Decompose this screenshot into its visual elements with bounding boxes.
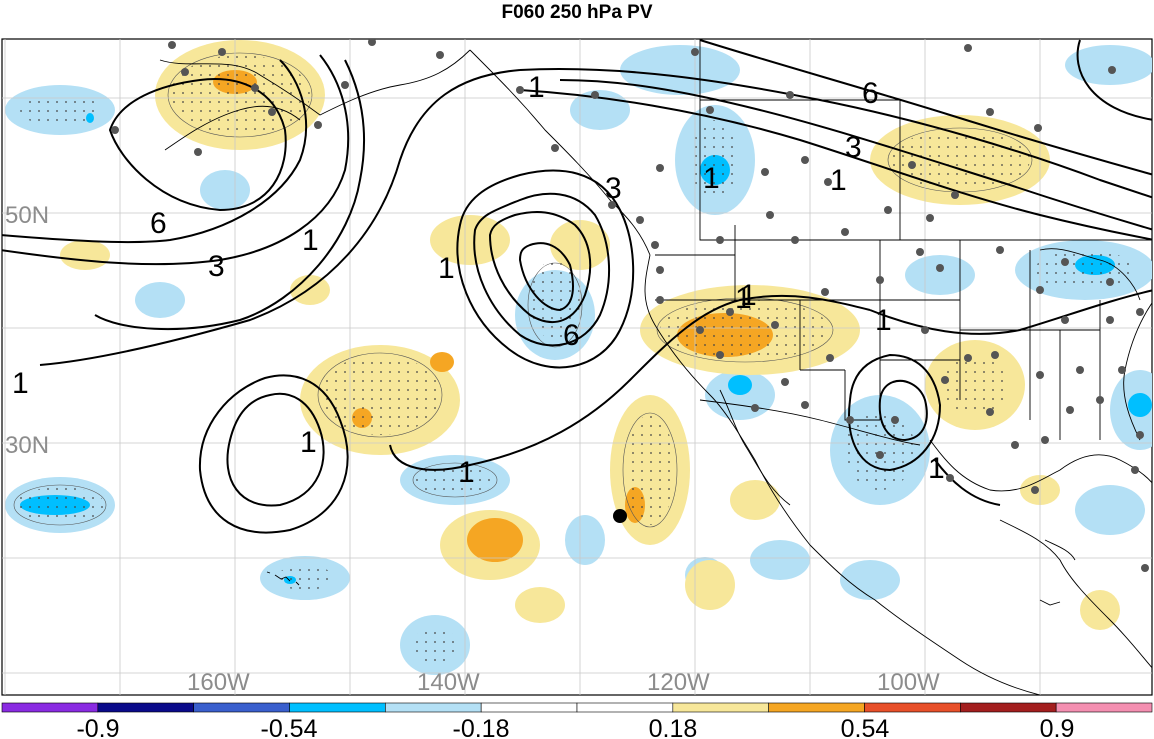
- contour-label: 6: [563, 319, 580, 352]
- contour-label: 1: [300, 426, 317, 459]
- colorbar-label: 0.9: [1040, 715, 1075, 739]
- colorbar-swatch: [864, 702, 961, 713]
- colorbar-label: -0.54: [261, 715, 318, 739]
- lat-label-50n: 50N: [5, 202, 49, 229]
- shade-orange: [430, 352, 454, 372]
- shade-light-blue: [565, 515, 605, 565]
- shade-light-blue: [840, 560, 900, 600]
- shade-light-blue: [1065, 45, 1152, 85]
- contour-label: 1: [458, 456, 475, 489]
- shade-yellow: [430, 215, 510, 265]
- contour-label: 3: [605, 172, 622, 205]
- contour-label: 1: [12, 367, 29, 400]
- shade-light-blue: [200, 170, 250, 210]
- station-markers: [111, 39, 1149, 572]
- contour-label: 3: [208, 250, 225, 283]
- contour-label: 1: [735, 282, 752, 315]
- lat-label-30n: 30N: [5, 432, 49, 459]
- shade-yellow: [290, 275, 330, 305]
- colorbar-label: -0.18: [453, 715, 510, 739]
- contour-label: 1: [740, 279, 757, 312]
- colorbar-labels: -0.9 -0.54 -0.18 0.18 0.54 0.9: [76, 715, 1074, 739]
- colorbar-swatch: [97, 702, 194, 713]
- shade-yellow: [515, 587, 565, 623]
- contour-label: 6: [150, 207, 167, 240]
- grid-labels: 50N 30N 160W 140W 120W 100W: [5, 202, 940, 696]
- shade-yellow: [685, 560, 735, 610]
- contour-label: 1: [438, 252, 455, 285]
- colorbar-swatch: [768, 702, 865, 713]
- pv-contours: [2, 39, 1152, 534]
- shade-light-blue: [1075, 485, 1145, 535]
- contour-label: 1: [830, 164, 847, 197]
- contour-label: 1: [302, 224, 319, 257]
- colorbar-label: 0.18: [649, 715, 698, 739]
- contour-label: 1: [703, 162, 720, 195]
- colorbar-swatch: [672, 702, 769, 713]
- colorbar-swatch: [385, 702, 482, 713]
- shade-light-blue: [620, 45, 740, 95]
- shade-light-blue: [750, 540, 810, 580]
- contour-label: 6: [862, 77, 879, 110]
- track-point: [613, 509, 627, 523]
- coastlines: [159, 39, 1152, 695]
- colorbar-swatch: [480, 702, 578, 713]
- lon-label-160w: 160W: [187, 669, 250, 696]
- shade-blue: [728, 375, 752, 395]
- shade-yellow: [60, 240, 110, 270]
- lon-label-100w: 100W: [877, 669, 940, 696]
- colorbar-swatch: [960, 702, 1057, 713]
- colorbar-swatch: [1, 702, 99, 713]
- contour-label-group: 1 6 3 1 1 3 1 6 1 1 1 1 6 3 1 1 1 1: [12, 71, 945, 489]
- contour-label: 1: [875, 304, 892, 337]
- colorbar-swatch: [289, 702, 386, 713]
- colorbar: [1, 702, 1153, 713]
- map-title: F060 250 hPa PV: [501, 2, 653, 23]
- contour-label: 1: [528, 71, 545, 104]
- shade-light-blue: [905, 255, 975, 295]
- colorbar-swatch: [576, 702, 674, 713]
- colorbar-swatch: [1055, 702, 1153, 713]
- shade-yellow: [730, 480, 780, 520]
- colorbar-swatch: [193, 702, 290, 713]
- shade-blue: [1128, 393, 1152, 417]
- shade-orange: [467, 518, 523, 562]
- lon-label-120w: 120W: [647, 669, 710, 696]
- colorbar-label: 0.54: [841, 715, 890, 739]
- colorbar-label: -0.9: [76, 715, 119, 739]
- shade-light-blue: [135, 282, 185, 318]
- contour-label: 1: [928, 452, 945, 485]
- contour-label: 3: [845, 131, 862, 164]
- lon-label-140w: 140W: [417, 669, 480, 696]
